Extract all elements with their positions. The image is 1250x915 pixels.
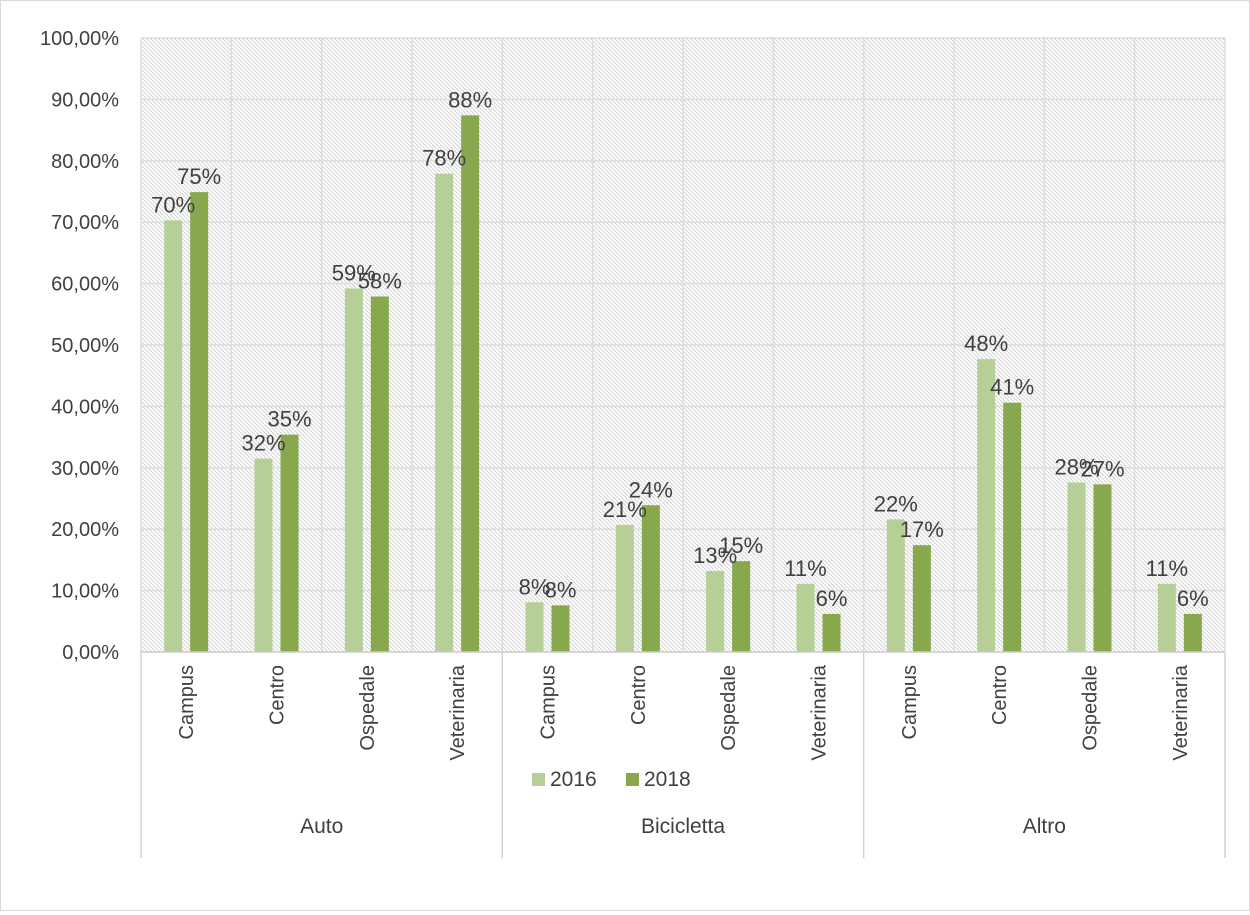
y-tick-label: 60,00% [51, 274, 119, 296]
category-label: Ospedale [718, 665, 740, 751]
bar-2018 [551, 605, 570, 652]
bar-2018 [732, 561, 751, 652]
data-label: 6% [1177, 586, 1209, 611]
data-label: 27% [1080, 456, 1124, 481]
category-label: Ospedale [357, 665, 379, 751]
group-label: Altro [1023, 815, 1066, 838]
bar-2018 [280, 434, 299, 652]
data-label: 58% [358, 268, 402, 293]
y-tick-label: 80,00% [51, 151, 119, 173]
data-label: 15% [719, 533, 763, 558]
bar-2016 [1157, 583, 1176, 652]
bars [164, 115, 1202, 652]
bar-2018 [822, 613, 841, 652]
category-label: Centro [989, 665, 1011, 725]
data-label: 48% [964, 331, 1008, 356]
axes: 0,00% 10,00% 20,00% 30,00% 40,00% 50,00% 60,00… [40, 28, 1226, 858]
category-label: Veterinaria [1170, 664, 1192, 760]
bar-2016 [796, 583, 815, 652]
bar-2018 [190, 192, 209, 652]
data-label: 11% [1146, 556, 1188, 581]
data-label: 6% [816, 586, 848, 611]
data-label: 41% [990, 375, 1034, 400]
category-label: Campus [176, 665, 198, 739]
data-label: 24% [629, 477, 673, 502]
y-tick-label: 10,00% [51, 581, 119, 603]
data-label: 59% [332, 261, 376, 286]
data-label: 17% [900, 517, 944, 542]
bar-2018 [1003, 402, 1022, 652]
bar-2016 [615, 524, 634, 652]
bar-2016 [886, 519, 905, 652]
bar-2016 [525, 602, 544, 652]
data-label: 35% [267, 407, 311, 432]
legend: 2016 2018 [532, 768, 691, 791]
y-tick-label: 20,00% [51, 519, 119, 541]
category-label: Veterinaria [447, 664, 469, 760]
category-label: Centro [267, 665, 289, 725]
legend-swatch-2016 [532, 773, 545, 786]
legend-label-2016: 2016 [550, 768, 597, 791]
data-label: 8% [545, 577, 577, 602]
y-tick-label: 90,00% [51, 89, 119, 111]
data-label: 32% [241, 431, 285, 456]
bar-2016 [977, 359, 996, 652]
y-tick-label: 50,00% [51, 335, 119, 357]
bar-2018 [1093, 484, 1112, 652]
y-tick-label: 40,00% [51, 396, 119, 418]
y-tick-label: 70,00% [51, 212, 119, 234]
group-label: Auto [300, 815, 343, 838]
bar-2016 [1067, 482, 1086, 652]
bar-2018 [461, 115, 480, 652]
y-tick-label: 0,00% [62, 642, 119, 664]
bar-2016 [254, 458, 273, 652]
bar-2018 [641, 505, 660, 652]
data-label: 88% [448, 87, 492, 112]
category-label: Campus [538, 665, 560, 739]
data-label: 8% [519, 574, 551, 599]
category-label: Centro [628, 665, 650, 725]
legend-label-2018: 2018 [644, 768, 691, 791]
data-label: 11% [784, 556, 826, 581]
data-label: 70% [151, 192, 195, 217]
legend-swatch-2018 [626, 773, 639, 786]
bar-2016 [706, 570, 725, 652]
bar-2016 [435, 173, 454, 652]
bar-2018 [912, 545, 931, 652]
y-tick-label: 30,00% [51, 458, 119, 480]
data-labels: 70% 32% 59% 78% 8% 21% 13% 11% 22% 48% 28% 11% 75% 35… [151, 87, 1209, 611]
category-label: Campus [899, 665, 921, 739]
bar-2016 [344, 288, 363, 652]
data-label: 75% [177, 164, 221, 189]
gridlines [140, 37, 1226, 653]
group-label: Bicicletta [641, 815, 725, 838]
data-label: 78% [422, 146, 466, 171]
data-label: 28% [1054, 455, 1098, 480]
category-label: Veterinaria [809, 664, 831, 760]
data-label: 21% [603, 497, 647, 522]
category-label: Ospedale [1080, 665, 1102, 751]
data-label: 13% [693, 543, 737, 568]
bar-2018 [370, 296, 389, 652]
bar-2018 [1183, 613, 1202, 652]
bar-2016 [164, 220, 183, 652]
data-label: 22% [874, 491, 918, 516]
y-tick-label: 100,00% [40, 28, 119, 50]
